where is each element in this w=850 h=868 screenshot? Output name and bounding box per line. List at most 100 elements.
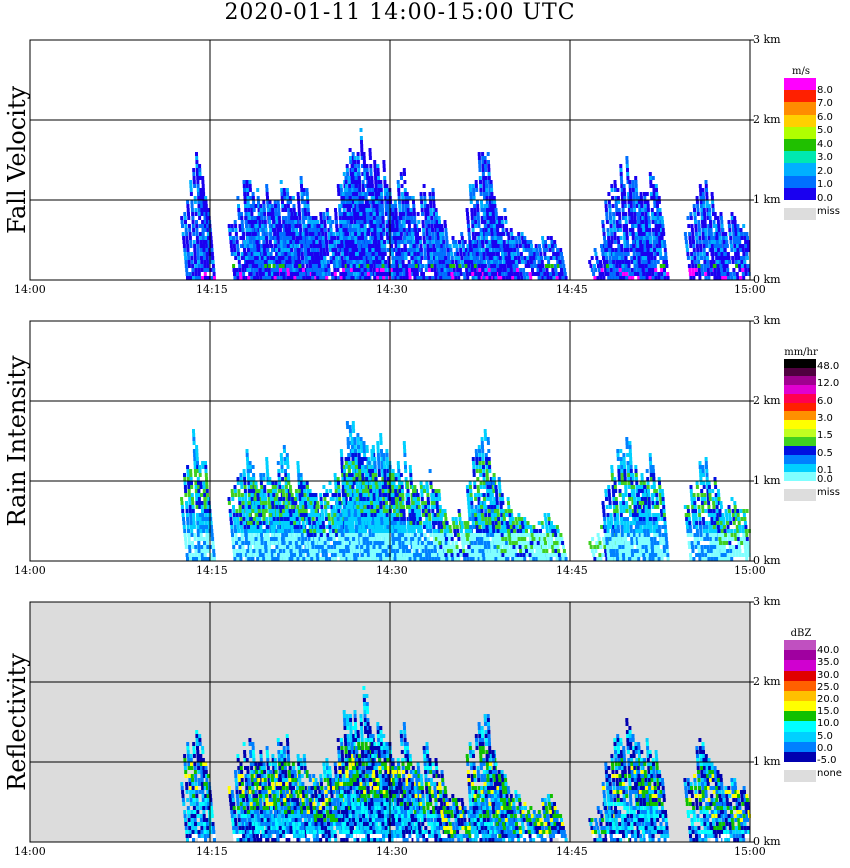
field-pixel <box>412 208 416 212</box>
field-pixel <box>448 276 452 280</box>
field-pixel <box>268 200 272 204</box>
field-pixel <box>713 212 717 216</box>
field-pixel <box>259 481 263 485</box>
field-pixel <box>432 204 436 208</box>
field-pixel <box>408 264 411 268</box>
field-pixel <box>369 264 373 268</box>
field-pixel <box>302 276 306 280</box>
field-pixel <box>494 240 498 244</box>
field-pixel <box>738 244 742 248</box>
field-pixel <box>191 272 195 276</box>
field-pixel <box>406 204 410 208</box>
field-pixel <box>259 236 263 240</box>
field-pixel <box>694 268 698 272</box>
field-pixel <box>349 200 352 204</box>
field-pixel <box>504 216 508 220</box>
field-pixel <box>487 232 491 236</box>
field-pixel <box>650 208 654 212</box>
field-pixel <box>633 212 637 216</box>
field-pixel <box>625 228 629 232</box>
field-pixel <box>424 256 427 260</box>
field-pixel <box>273 276 277 280</box>
field-pixel <box>264 501 268 505</box>
field-pixel <box>394 212 398 216</box>
field-pixel <box>250 208 254 212</box>
field-pixel <box>436 224 439 228</box>
field-pixel <box>328 240 332 244</box>
field-pixel <box>547 260 551 264</box>
field-pixel <box>197 553 201 557</box>
field-pixel <box>627 192 631 196</box>
field-pixel <box>271 212 275 216</box>
field-pixel <box>695 244 699 248</box>
field-pixel <box>383 180 387 184</box>
field-pixel <box>684 236 688 240</box>
field-pixel <box>437 216 441 220</box>
field-pixel <box>192 449 196 453</box>
field-pixel <box>360 228 364 232</box>
field-pixel <box>634 184 638 188</box>
field-pixel <box>428 240 432 244</box>
field-pixel <box>541 240 545 244</box>
field-pixel <box>410 252 414 256</box>
field-pixel <box>188 497 192 501</box>
field-pixel <box>245 505 249 509</box>
field-pixel <box>636 244 640 248</box>
field-pixel <box>323 252 326 256</box>
field-pixel <box>202 240 206 244</box>
field-pixel <box>706 264 710 268</box>
field-pixel <box>345 252 349 256</box>
field-pixel <box>303 248 307 252</box>
field-pixel <box>304 216 308 220</box>
field-pixel <box>232 513 236 517</box>
field-pixel <box>202 489 206 493</box>
field-pixel <box>308 264 312 268</box>
field-pixel <box>653 252 657 256</box>
field-pixel <box>606 228 610 232</box>
field-pixel <box>366 228 370 232</box>
field-pixel <box>626 168 629 172</box>
field-pixel <box>432 200 436 204</box>
field-pixel <box>559 264 563 268</box>
field-pixel <box>633 260 637 264</box>
field-pixel <box>247 493 251 497</box>
field-pixel <box>367 276 371 280</box>
field-pixel <box>714 248 718 252</box>
field-pixel <box>259 473 263 477</box>
field-pixel <box>659 224 663 228</box>
field-pixel <box>745 232 749 236</box>
field-pixel <box>470 268 474 272</box>
field-pixel <box>314 256 318 260</box>
field-pixel <box>345 276 349 280</box>
field-pixel <box>378 248 382 252</box>
field-pixel <box>263 252 267 256</box>
field-pixel <box>460 260 464 264</box>
field-pixel <box>369 220 373 224</box>
field-pixel <box>452 244 456 248</box>
field-pixel <box>232 240 236 244</box>
field-pixel <box>747 268 751 272</box>
field-pixel <box>205 252 209 256</box>
field-pixel <box>402 272 406 276</box>
field-pixel <box>300 184 303 188</box>
field-pixel <box>210 252 214 256</box>
field-pixel <box>400 184 404 188</box>
field-pixel <box>639 276 643 280</box>
field-pixel <box>269 489 273 493</box>
field-pixel <box>408 236 412 240</box>
field-pixel <box>312 272 316 276</box>
field-pixel <box>418 236 422 240</box>
field-pixel <box>207 212 211 216</box>
field-pixel <box>657 200 661 204</box>
field-pixel <box>206 541 209 545</box>
field-pixel <box>245 184 249 188</box>
field-pixel <box>386 232 389 236</box>
field-pixel <box>563 272 567 276</box>
field-pixel <box>242 473 246 477</box>
field-pixel <box>344 196 348 200</box>
field-pixel <box>204 557 207 561</box>
field-pixel <box>351 152 355 156</box>
field-pixel <box>195 445 199 449</box>
field-pixel <box>375 212 379 216</box>
field-pixel <box>646 204 650 208</box>
